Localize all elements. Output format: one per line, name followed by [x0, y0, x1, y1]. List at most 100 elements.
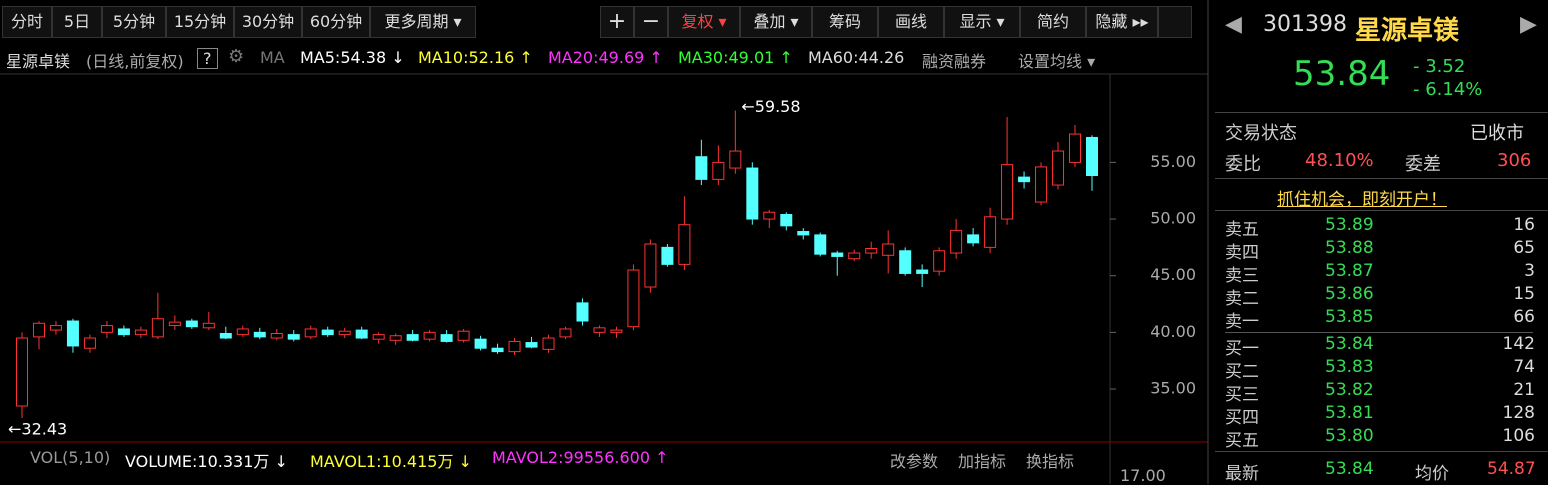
quote-panel: ◀ 301398 星源卓镁 ▶ 53.84 - 3.52 - 6.14% 交易状…: [1215, 0, 1548, 484]
period-button[interactable]: 30分钟: [234, 6, 302, 38]
candle-body: [508, 340, 521, 353]
candle-body: [950, 229, 963, 254]
candle-body: [168, 321, 181, 327]
tool-button[interactable]: 画线: [878, 6, 944, 38]
y-tick-label: 45.00: [1150, 265, 1196, 284]
order-volume: 15: [1513, 284, 1535, 304]
order-price: 53.89: [1325, 215, 1374, 235]
candle-body: [865, 248, 878, 254]
candle-body: [16, 337, 28, 407]
candle-body: [372, 334, 385, 340]
candle-body: [610, 329, 623, 333]
candle-body: [474, 338, 487, 349]
order-row: 买五 53.80 106: [1225, 426, 1535, 451]
open-account-banner[interactable]: 抓住机会，即刻开户！: [1277, 190, 1447, 210]
extreme-label: ←59.58: [741, 97, 800, 116]
period-button[interactable]: 60分钟: [302, 6, 370, 38]
vol-name: VOL(5,10): [30, 448, 111, 467]
ma-settings[interactable]: 设置均线 ▾: [1018, 52, 1096, 71]
vol-axis-label: 17.00: [1120, 466, 1166, 485]
order-row: 卖一 53.85 66: [1225, 307, 1535, 332]
ma60: MA60:44.26: [808, 48, 905, 67]
ma20: MA20:49.69 ↑: [548, 48, 663, 67]
ma-label: MA: [260, 48, 285, 67]
candle-body: [287, 334, 300, 340]
fullscreen-button[interactable]: [1158, 6, 1192, 38]
ratio-label: 委比: [1225, 154, 1261, 175]
next-arrow[interactable]: ▶: [1520, 12, 1537, 37]
last: 53.84: [1325, 459, 1374, 479]
candle-body: [916, 269, 929, 274]
candle-body: [100, 325, 113, 333]
candle-body: [457, 330, 470, 341]
gear-icon[interactable]: ⚙: [228, 46, 245, 67]
tool-button[interactable]: 叠加 ▾: [740, 6, 812, 38]
period-button[interactable]: 15分钟: [166, 6, 234, 38]
period-button[interactable]: 5日: [52, 6, 102, 38]
order-row: 买一 53.84 142: [1225, 334, 1535, 359]
candle-body: [814, 234, 827, 255]
ma5: MA5:54.38 ↓: [300, 48, 405, 67]
candle-body: [899, 250, 912, 274]
tool-button[interactable]: 筹码: [812, 6, 878, 38]
margin-link[interactable]: 融资融券: [922, 52, 987, 71]
tool-button[interactable]: 简约: [1020, 6, 1086, 38]
candle-body: [746, 167, 759, 220]
tool-button[interactable]: 复权 ▾: [668, 6, 740, 38]
candle-body: [525, 342, 538, 348]
candle-body: [491, 347, 504, 353]
zoom-button[interactable]: +: [600, 6, 634, 38]
order-price: 53.83: [1325, 357, 1374, 377]
order-label: 卖二: [1225, 289, 1259, 309]
candle-body: [882, 243, 895, 256]
ma10: MA10:52.16 ↑: [418, 48, 533, 67]
button[interactable]: 换指标: [1026, 452, 1075, 471]
order-label: 买三: [1225, 385, 1259, 405]
order-label: 卖五: [1225, 220, 1259, 240]
order-volume: 142: [1502, 334, 1535, 354]
chart-mode: (日线,前复权): [86, 52, 184, 71]
vol-value: VOLUME:10.331万 ↓: [125, 452, 288, 471]
order-label: 买二: [1225, 362, 1259, 382]
order-label: 卖一: [1225, 312, 1259, 332]
order-volume: 65: [1513, 238, 1535, 258]
candle-body: [848, 252, 861, 260]
candle-body: [338, 330, 351, 336]
candle-body: [729, 150, 742, 169]
diff-label: 委差: [1405, 154, 1441, 175]
candle-body: [678, 224, 691, 265]
order-price: 53.81: [1325, 403, 1374, 423]
order-volume: 21: [1513, 380, 1535, 400]
diff: 306: [1497, 150, 1532, 171]
candle-body: [661, 246, 674, 265]
change-pct: - 6.14%: [1413, 79, 1483, 100]
order-price: 53.87: [1325, 261, 1374, 281]
help[interactable]: ?: [197, 48, 218, 69]
stock-name: 星源卓镁: [1355, 16, 1460, 46]
avg: 54.87: [1487, 459, 1536, 479]
candle-body: [1001, 164, 1014, 220]
status: 已收市: [1470, 123, 1524, 144]
candle-body: [984, 216, 997, 248]
button[interactable]: 加指标: [958, 452, 1007, 471]
y-tick-label: 50.00: [1150, 209, 1196, 228]
order-volume: 3: [1524, 261, 1535, 281]
order-price: 53.88: [1325, 238, 1374, 258]
candle-body: [933, 250, 946, 272]
candle-body: [270, 332, 283, 339]
tool-button[interactable]: 显示 ▾: [944, 6, 1020, 38]
order-row: 卖二 53.86 15: [1225, 284, 1535, 309]
status-label: 交易状态: [1225, 123, 1297, 144]
tool-button[interactable]: 隐藏 ▸▸: [1086, 6, 1158, 38]
zoom-button[interactable]: −: [634, 6, 668, 38]
period-button[interactable]: 更多周期 ▾: [370, 6, 476, 38]
order-volume: 128: [1502, 403, 1535, 423]
candle-body: [32, 322, 45, 338]
period-button[interactable]: 分时: [2, 6, 52, 38]
order-price: 53.85: [1325, 307, 1374, 327]
candle-body: [66, 320, 79, 347]
period-button[interactable]: 5分钟: [102, 6, 166, 38]
button[interactable]: 改参数: [890, 452, 939, 471]
prev-arrow[interactable]: ◀: [1225, 12, 1242, 37]
order-row: 买二 53.83 74: [1225, 357, 1535, 382]
